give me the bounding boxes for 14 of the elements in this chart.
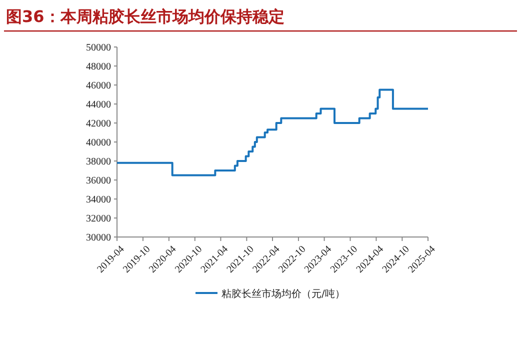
y-tick-label: 42000 <box>86 118 111 130</box>
y-tick-label: 48000 <box>86 62 111 72</box>
legend: 粘胶长丝市场均价（元/吨） <box>196 289 345 300</box>
y-tick-label: 32000 <box>86 214 111 224</box>
legend-label: 粘胶长丝市场均价（元/吨） <box>222 288 345 300</box>
y-tick-label: 40000 <box>86 138 111 148</box>
y-tick-label: 36000 <box>86 176 111 186</box>
chart-title: 图36：本周粘胶长丝市场均价保持稳定 <box>6 7 284 26</box>
y-tick-label: 38000 <box>86 156 111 168</box>
y-tick-label: 30000 <box>86 232 111 244</box>
y-tick-label: 44000 <box>86 100 111 110</box>
y-tick-label: 46000 <box>86 80 111 92</box>
y-tick-label: 34000 <box>86 194 111 206</box>
y-tick-label: 50000 <box>86 42 111 54</box>
